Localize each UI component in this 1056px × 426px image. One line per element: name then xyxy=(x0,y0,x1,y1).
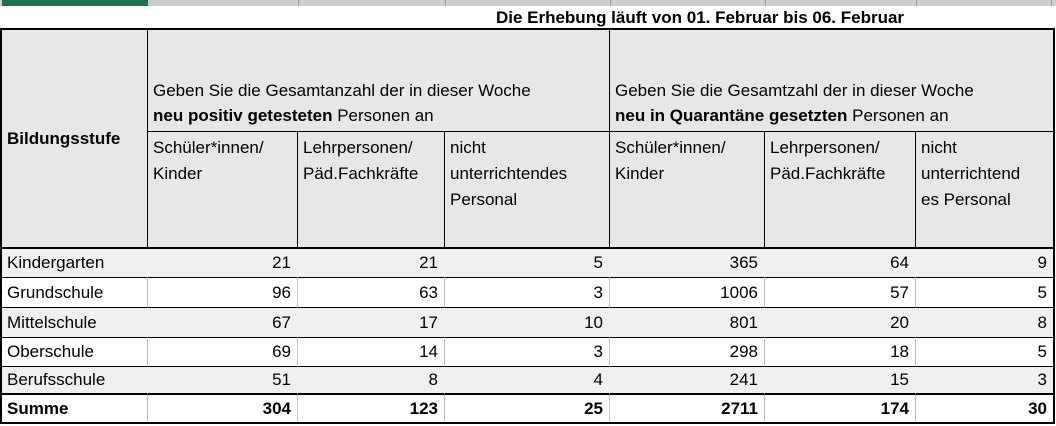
subheader-line: es Personal xyxy=(921,190,1011,209)
row-label-mittelschule[interactable]: Mittelschule xyxy=(2,308,148,338)
row-label-grundschule[interactable]: Grundschule xyxy=(2,278,148,308)
cell-value[interactable]: 10 xyxy=(445,308,610,338)
subheader-line: unterrichtendes xyxy=(450,164,568,183)
subheader-nicht-unterrichtend-2[interactable]: nicht unterrichtend es Personal xyxy=(916,132,1053,249)
cell-value[interactable]: 64 xyxy=(765,249,916,278)
subheader-line: Schüler*innen/ xyxy=(153,138,264,157)
cell-value[interactable]: 96 xyxy=(148,278,298,308)
survey-period-title: Die Erhebung läuft von 01. Februar bis 0… xyxy=(495,8,905,27)
cell-value[interactable]: 298 xyxy=(610,338,765,367)
cell-value[interactable]: 17 xyxy=(298,308,445,338)
total-row-label[interactable]: Summe xyxy=(2,395,148,422)
cell-value[interactable]: 3 xyxy=(445,278,610,308)
survey-table: Bildungsstufe Geben Sie die Gesamtanzahl… xyxy=(0,28,1055,424)
cell-value[interactable]: 5 xyxy=(916,338,1053,367)
group-header-intro: Geben Sie die Gesamtanzahl der in dieser… xyxy=(153,81,531,100)
subheader-line: Päd.Fachkräfte xyxy=(770,164,886,183)
sheet-row-sliver xyxy=(0,0,1056,6)
row-label-kindergarten[interactable]: Kindergarten xyxy=(2,249,148,278)
subheader-line: Kinder xyxy=(153,164,203,183)
cell-value[interactable]: 69 xyxy=(148,338,298,367)
cell-value[interactable]: 15 xyxy=(765,367,916,395)
total-cell-value[interactable]: 30 xyxy=(916,395,1053,422)
gridline-tick xyxy=(1051,0,1052,6)
gridline-tick xyxy=(445,0,446,6)
total-cell-value[interactable]: 2711 xyxy=(610,395,765,422)
subheader-line: Schüler*innen/ xyxy=(615,138,726,157)
group-header-bold: neu positiv getesteten xyxy=(153,106,333,125)
gridline-tick xyxy=(298,0,299,6)
group-header-bold: neu in Quarantäne gesetzten xyxy=(615,106,848,125)
cell-value[interactable]: 5 xyxy=(916,278,1053,308)
cell-value[interactable]: 365 xyxy=(610,249,765,278)
subheader-line: nicht xyxy=(450,138,486,157)
subheader-lehrpersonen-1[interactable]: Lehrpersonen/ Päd.Fachkräfte xyxy=(298,132,445,249)
subheader-line: Kinder xyxy=(615,164,665,183)
cell-value[interactable]: 14 xyxy=(298,338,445,367)
group-header-positiv-getestet[interactable]: Geben Sie die Gesamtanzahl der in dieser… xyxy=(148,30,610,132)
cell-value[interactable]: 9 xyxy=(916,249,1053,278)
row-label-oberschule[interactable]: Oberschule xyxy=(2,338,148,367)
group-header-emphasis-line: neu positiv getesteten Personen an xyxy=(153,103,434,128)
group-header-suffix: Personen an xyxy=(332,106,434,125)
green-filled-cell xyxy=(2,0,148,6)
cell-value[interactable]: 3 xyxy=(916,367,1053,395)
total-cell-value[interactable]: 304 xyxy=(148,395,298,422)
cell-value[interactable]: 21 xyxy=(298,249,445,278)
cell-value[interactable]: 63 xyxy=(298,278,445,308)
subheader-line: Päd.Fachkräfte xyxy=(303,164,419,183)
group-header-suffix: Personen an xyxy=(847,106,949,125)
cell-value[interactable]: 51 xyxy=(148,367,298,395)
subheader-line: Personal xyxy=(450,190,518,209)
group-header-quarantaene[interactable]: Geben Sie die Gesamtzahl der in dieser W… xyxy=(610,30,1053,132)
cell-value[interactable]: 5 xyxy=(445,249,610,278)
cell-value[interactable]: 18 xyxy=(765,338,916,367)
cell-value[interactable]: 67 xyxy=(148,308,298,338)
subheader-line: unterrichtend xyxy=(921,164,1021,183)
cell-value[interactable]: 8 xyxy=(298,367,445,395)
cell-value[interactable]: 801 xyxy=(610,308,765,338)
cell-value[interactable]: 8 xyxy=(916,308,1053,338)
subheader-nicht-unterrichtend-1[interactable]: nicht unterrichtendes Personal xyxy=(445,132,610,249)
subheader-line: Lehrpersonen/ xyxy=(770,138,880,157)
column-header-bildungsstufe[interactable]: Bildungsstufe xyxy=(2,30,148,249)
cell-value[interactable]: 20 xyxy=(765,308,916,338)
cell-value[interactable]: 3 xyxy=(445,338,610,367)
gridline-tick xyxy=(916,0,917,6)
cell-value[interactable]: 57 xyxy=(765,278,916,308)
cell-value[interactable]: 4 xyxy=(445,367,610,395)
subheader-lehrpersonen-2[interactable]: Lehrpersonen/ Päd.Fachkräfte xyxy=(765,132,916,249)
cell-value[interactable]: 1006 xyxy=(610,278,765,308)
subheader-schueler-kinder-2[interactable]: Schüler*innen/ Kinder xyxy=(610,132,765,249)
cell-value[interactable]: 21 xyxy=(148,249,298,278)
group-header-emphasis-line: neu in Quarantäne gesetzten Personen an xyxy=(615,103,949,128)
subheader-schueler-kinder-1[interactable]: Schüler*innen/ Kinder xyxy=(148,132,298,249)
subheader-line: nicht xyxy=(921,138,957,157)
group-header-intro: Geben Sie die Gesamtzahl der in dieser W… xyxy=(615,81,974,100)
total-cell-value[interactable]: 123 xyxy=(298,395,445,422)
total-cell-value[interactable]: 174 xyxy=(765,395,916,422)
total-cell-value[interactable]: 25 xyxy=(445,395,610,422)
gridline-tick xyxy=(610,0,611,6)
subheader-line: Lehrpersonen/ xyxy=(303,138,413,157)
gridline-tick xyxy=(765,0,766,6)
row-label-berufsschule[interactable]: Berufsschule xyxy=(2,367,148,395)
cell-value[interactable]: 241 xyxy=(610,367,765,395)
